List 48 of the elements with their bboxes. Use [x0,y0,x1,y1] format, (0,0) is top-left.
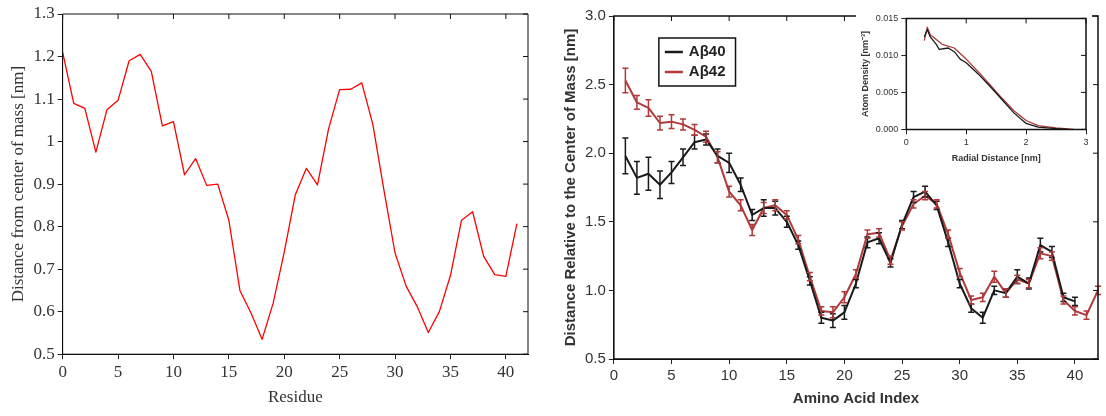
y-tick-label: 2.0 [584,143,606,161]
y-tick-label: 0.000 [875,123,899,134]
x-tick-label: 35 [441,361,459,381]
x-tick-label: 25 [331,361,349,381]
x-tick-label: 2 [1023,137,1029,148]
x-tick-label: 40 [497,361,515,381]
y-tick-label: 1.0 [584,280,606,298]
y-tick-label: 3.0 [584,6,606,24]
x-tick-label: 40 [1066,366,1084,384]
x-tick-label: 5 [667,366,676,384]
x-tick-label: 10 [720,366,738,384]
legend-label: Aβ40 [688,42,726,60]
y-tick-label: 0.005 [875,86,899,97]
y-tick-label: 1.2 [33,45,55,65]
y-tick-label: 0.9 [33,173,55,193]
y-tick-label: 0.5 [33,343,55,363]
y-tick-label: 0.8 [33,216,55,236]
y-axis-title: Distance from center of mass [nm] [7,65,27,303]
y-tick-label: 2.5 [584,74,606,92]
y-axis-title: Distance Relative to the Center of Mass [nm] [561,28,579,347]
x-tick-label: 15 [220,361,238,381]
x-tick-label: 5 [113,361,123,381]
y-axis-title: Atom Density [nm⁻³] [859,30,870,117]
x-axis-title: Radial Distance [nm] [951,153,1041,164]
x-tick-label: 0 [903,137,909,148]
x-tick-label: 15 [778,366,796,384]
x-tick-label: 0 [58,361,67,381]
x-tick-label: 20 [836,366,853,384]
y-tick-label: 0.6 [33,301,55,321]
x-tick-label: 30 [386,361,404,381]
x-tick-label: 35 [1008,366,1026,384]
legend-label: Aβ42 [688,62,726,80]
y-tick-label: 0.010 [875,49,899,60]
x-tick-label: 3 [1083,137,1089,148]
x-axis-title: Amino Acid Index [792,389,920,407]
y-tick-label: 0.5 [584,349,606,367]
y-tick-label: 0.015 [875,12,899,23]
x-tick-label: 10 [164,361,182,381]
y-tick-label: 0.7 [33,258,56,278]
x-tick-label: 20 [275,361,293,381]
x-axis-title: Residue [267,387,323,407]
x-tick-label: 1 [963,137,969,148]
x-tick-label: 25 [893,366,911,384]
x-tick-label: 30 [951,366,969,384]
x-tick-label: 0 [609,366,619,384]
y-tick-label: 1.3 [33,3,55,23]
y-tick-label: 1.1 [33,88,55,108]
y-tick-label: 1.5 [584,211,606,229]
